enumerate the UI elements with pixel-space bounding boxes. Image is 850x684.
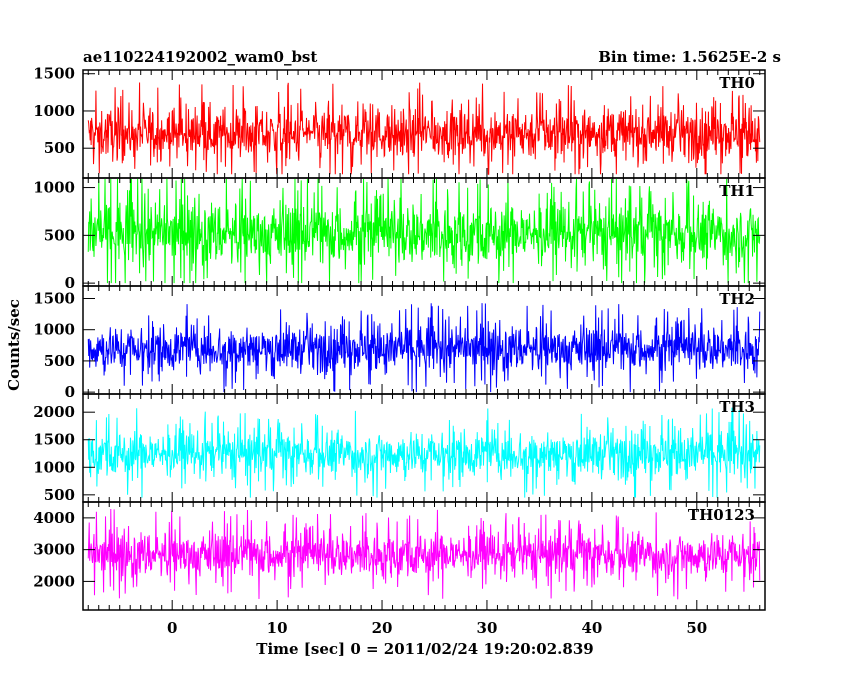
series-line-th2 <box>87 303 761 393</box>
series-line-th1 <box>87 178 761 284</box>
y-tick-label: 1000 <box>33 458 75 476</box>
y-tick-label: 1000 <box>33 179 75 197</box>
x-tick-label: 30 <box>477 619 498 637</box>
panel-label-th0123: TH0123 <box>688 506 755 524</box>
y-tick-label: 3000 <box>33 541 75 559</box>
y-tick-label: 0 <box>65 383 75 401</box>
x-tick-label: 50 <box>686 619 707 637</box>
x-tick-label: 20 <box>372 619 393 637</box>
y-axis-label: Counts/sec <box>5 299 23 391</box>
y-tick-label: 500 <box>44 352 75 370</box>
chart-subtitle: Bin time: 1.5625E-2 s <box>598 48 781 66</box>
x-axis-label: Time [sec] 0 = 2011/02/24 19:20:02.839 <box>256 640 593 658</box>
y-tick-label: 1500 <box>33 431 75 449</box>
y-tick-label: 1000 <box>33 102 75 120</box>
y-tick-label: 500 <box>44 486 75 504</box>
series-line-th0123 <box>87 509 761 600</box>
y-tick-label: 2000 <box>33 572 75 590</box>
x-tick-label: 10 <box>267 619 288 637</box>
y-tick-label: 4000 <box>33 509 75 527</box>
y-tick-label: 2000 <box>33 403 75 421</box>
panel-label-th3: TH3 <box>719 398 755 416</box>
series-line-th0 <box>87 82 761 175</box>
series-line-th3 <box>87 407 761 498</box>
x-tick-label: 40 <box>581 619 602 637</box>
y-tick-label: 1000 <box>33 321 75 339</box>
x-tick-label: 0 <box>167 619 177 637</box>
chart-title: ae110224192002_wam0_bst <box>83 48 317 66</box>
panel-label-th2: TH2 <box>719 290 755 308</box>
panel-label-th1: TH1 <box>719 182 755 200</box>
y-tick-label: 1500 <box>33 289 75 307</box>
y-tick-label: 500 <box>44 139 75 157</box>
y-tick-label: 1500 <box>33 65 75 83</box>
y-tick-label: 500 <box>44 226 75 244</box>
y-tick-label: 0 <box>65 274 75 292</box>
panel-label-th0: TH0 <box>719 74 755 92</box>
